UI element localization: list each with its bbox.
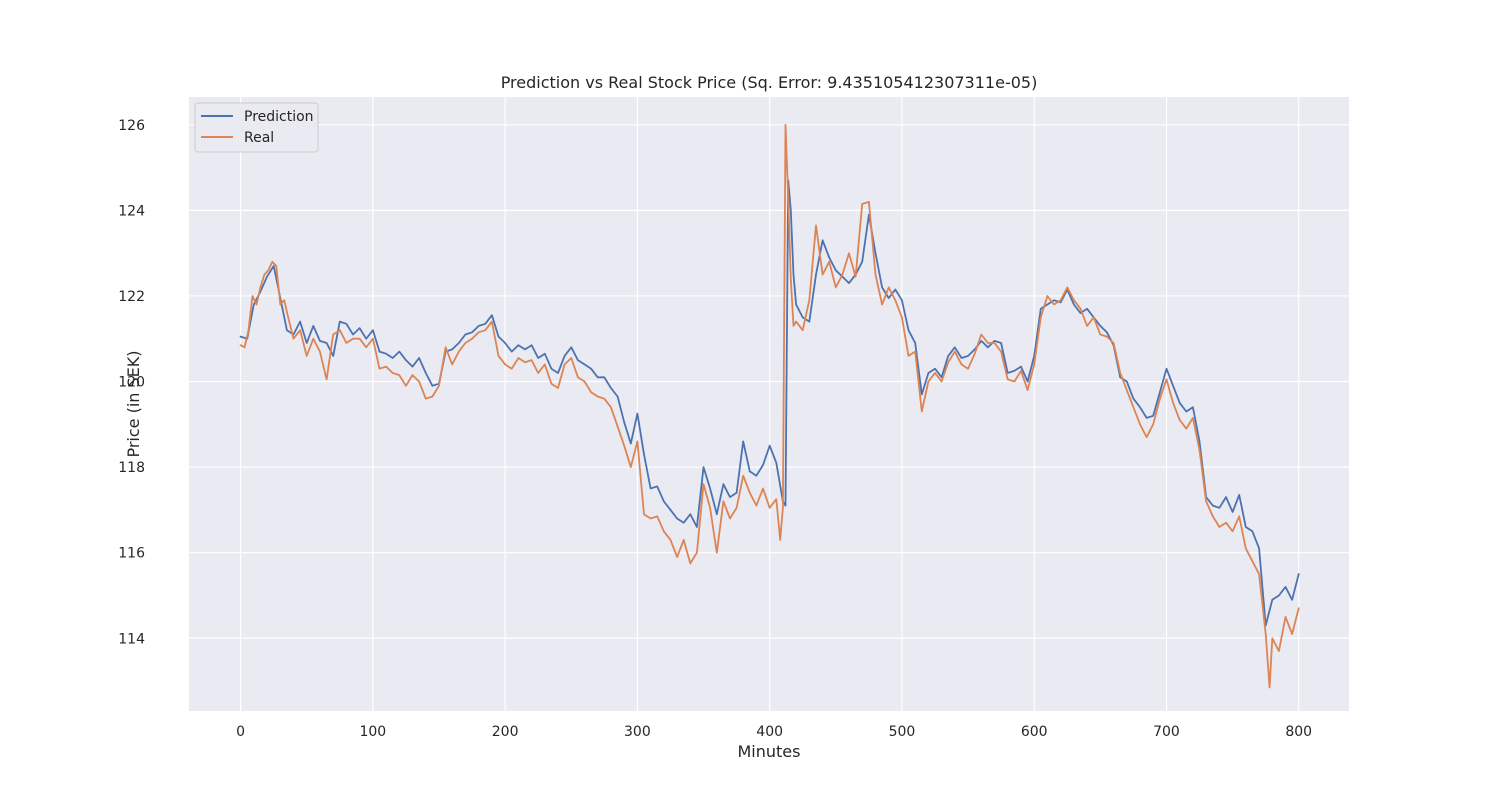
- x-tick-label: 500: [889, 724, 916, 740]
- legend: Prediction Real: [194, 102, 319, 153]
- x-tick-label: 600: [1021, 724, 1048, 740]
- y-axis-label: Price (in SEK): [124, 350, 143, 457]
- y-tick-label: 118: [118, 460, 145, 476]
- series-lines: [239, 123, 1300, 689]
- series-line-real: [239, 123, 1300, 689]
- x-tick-label: 100: [359, 724, 386, 740]
- x-tick-label: 300: [624, 724, 651, 740]
- x-tick-label: 200: [492, 724, 519, 740]
- y-tick-label: 116: [118, 546, 145, 562]
- legend-label-prediction: Prediction: [244, 109, 314, 125]
- y-tick-label: 126: [118, 118, 145, 134]
- x-tick-labels: 0 100 200 300 400 500 600 700 800: [236, 724, 1312, 740]
- y-tick-label: 120: [118, 375, 145, 391]
- y-tick-label: 124: [118, 203, 145, 219]
- plot-area: [189, 97, 1349, 711]
- x-tick-label: 400: [756, 724, 783, 740]
- x-tick-label: 700: [1153, 724, 1180, 740]
- y-tick-label: 122: [118, 289, 145, 305]
- legend-label-real: Real: [244, 130, 274, 146]
- y-tick-labels: 114 116 118 120 122 124 126: [118, 118, 145, 647]
- x-tick-label: 800: [1285, 724, 1312, 740]
- x-axis-label: Minutes: [738, 742, 801, 761]
- y-tick-label: 114: [118, 631, 145, 647]
- chart-title: Prediction vs Real Stock Price (Sq. Erro…: [501, 73, 1038, 92]
- grid: [189, 97, 1349, 711]
- x-tick-label: 0: [236, 724, 245, 740]
